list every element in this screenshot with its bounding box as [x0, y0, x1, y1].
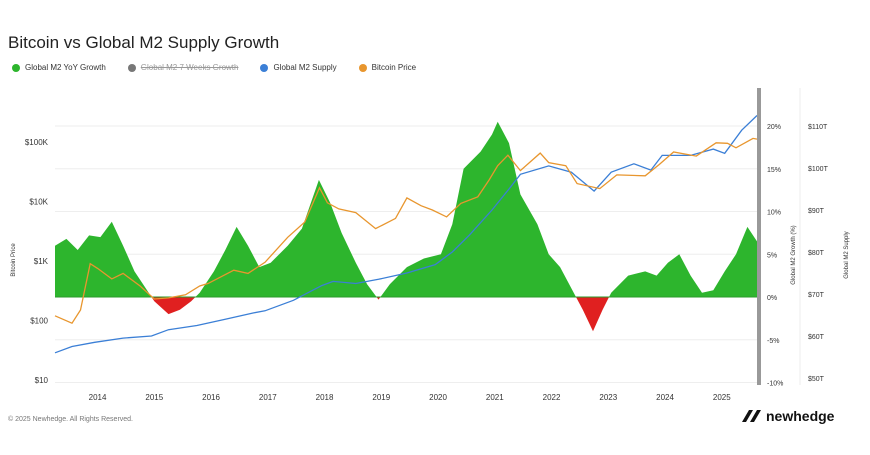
x-tick: 2020	[429, 393, 447, 402]
logo-mark-icon	[742, 410, 761, 422]
legend-dot	[12, 63, 20, 72]
x-tick: 2018	[316, 393, 334, 402]
y-supply-label: Global M2 Supply	[844, 231, 850, 278]
y-supply-tick: $90T	[808, 208, 825, 215]
y-left-tick: $1K	[34, 257, 49, 266]
legend-dot	[260, 63, 269, 72]
y-growth-tick: 0%	[767, 295, 777, 302]
growth-area-positive	[55, 121, 757, 297]
bitcoin-price-line	[54, 137, 758, 325]
chart-title: Bitcoin vs Global M2 Supply Growth	[8, 33, 280, 52]
x-tick: 2025	[713, 393, 731, 402]
legend-dot	[127, 63, 136, 72]
y-growth-tick: 20%	[767, 124, 781, 131]
y-growth-tick: 5%	[767, 252, 777, 259]
y-growth-tick: 10%	[767, 210, 781, 217]
x-tick: 2017	[259, 393, 277, 402]
legend-item-m2-7w[interactable]: Global M2 7 Weeks Growth	[127, 63, 239, 72]
y-left-tick: $10	[35, 376, 49, 385]
legend-item-bitcoin-price[interactable]: Bitcoin Price	[358, 63, 417, 72]
y-growth-label: Global M2 Growth (%)	[791, 225, 797, 284]
newhedge-logo: newhedge	[742, 408, 834, 424]
y-growth-tick: -5%	[767, 338, 779, 345]
x-tick: 2021	[486, 393, 504, 402]
y-supply-tick: $70T	[808, 292, 825, 299]
legend-label: Global M2 YoY Growth	[25, 63, 106, 72]
y-left-tick: $100	[30, 317, 48, 326]
logo-text: newhedge	[766, 408, 835, 424]
m2-supply-line	[54, 115, 758, 354]
legend-item-m2-supply[interactable]: Global M2 Supply	[260, 63, 337, 72]
legend-label: Bitcoin Price	[371, 63, 417, 72]
y-supply-tick: $100T	[808, 166, 829, 173]
legend: Global M2 YoY Growth Global M2 7 Weeks G…	[12, 63, 416, 72]
x-tick: 2014	[89, 393, 107, 402]
x-tick: 2019	[372, 393, 390, 402]
x-tick: 2016	[202, 393, 220, 402]
y-supply-tick: $80T	[808, 250, 825, 257]
y-growth-tick: 15%	[767, 167, 781, 174]
x-tick: 2023	[599, 393, 617, 402]
x-tick: 2015	[145, 393, 163, 402]
y-growth-tick: -10%	[767, 381, 783, 388]
legend-label: Global M2 7 Weeks Growth	[140, 63, 239, 72]
y-supply-tick: $50T	[808, 376, 825, 383]
legend-item-m2-yoy[interactable]: Global M2 YoY Growth	[12, 63, 106, 72]
range-handle	[757, 88, 761, 385]
y-supply-tick: $60T	[808, 334, 825, 341]
legend-dot	[358, 63, 367, 72]
copyright: © 2025 Newhedge. All Rights Reserved.	[8, 416, 134, 423]
growth-area-negative	[55, 297, 757, 332]
x-tick: 2024	[656, 393, 674, 402]
legend-label: Global M2 Supply	[273, 63, 337, 72]
y-left-tick: $10K	[29, 198, 48, 207]
x-tick: 2022	[543, 393, 561, 402]
y-left-tick: $100K	[25, 138, 49, 147]
y-left-label: Bitcoin Price	[11, 243, 17, 277]
y-supply-tick: $110T	[808, 124, 828, 131]
